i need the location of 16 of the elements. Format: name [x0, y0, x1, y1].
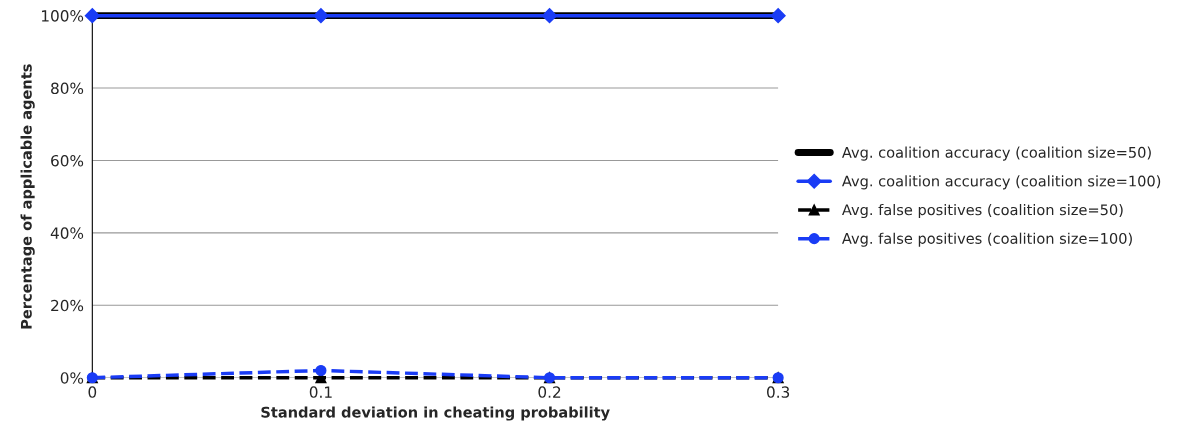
x-tick-label: 0.1 — [309, 386, 332, 398]
x-tick-label: 0.3 — [767, 386, 790, 398]
legend-label: Avg. false positives (coalition size=50) — [842, 203, 1123, 219]
y-tick-label: 60% — [51, 154, 84, 167]
x-tick-label: 0 — [88, 386, 97, 398]
legend-label: Avg. coalition accuracy (coalition size=50) — [842, 146, 1151, 161]
y-tick-label: 80% — [51, 82, 84, 95]
y-axis-title: Percentage of applicable agents — [20, 64, 35, 329]
y-tick-label: 0% — [60, 372, 84, 384]
legend-label: Avg. coalition accuracy (coalition size=100) — [842, 175, 1161, 190]
y-tick-label: 40% — [50, 227, 84, 239]
x-tick-label: 0.2 — [538, 386, 561, 398]
legend-label: Avg. false positives (coalition size=100) — [842, 232, 1132, 247]
y-tick-label: 100% — [41, 10, 84, 22]
x-axis-title: Standard deviation in cheating probability — [261, 406, 610, 421]
y-tick-label: 20% — [51, 299, 84, 312]
